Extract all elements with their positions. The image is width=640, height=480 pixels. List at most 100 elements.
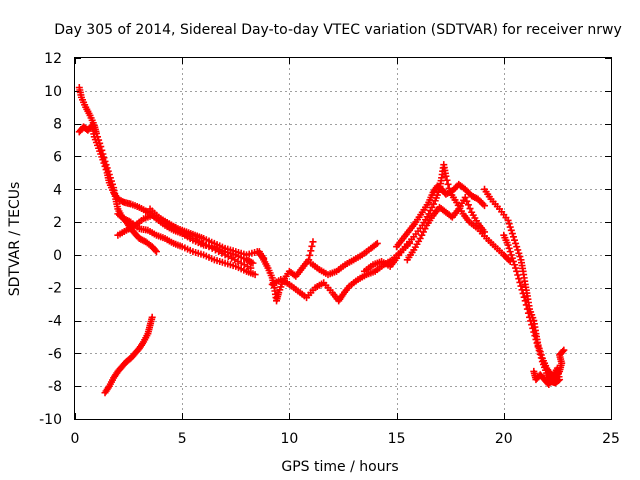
data-point <box>506 248 514 256</box>
data-point <box>512 264 520 272</box>
data-points <box>75 84 568 397</box>
data-point <box>151 246 159 254</box>
data-point <box>463 197 471 205</box>
data-point <box>560 346 568 354</box>
data-point <box>524 309 532 317</box>
series-satellite-track-5 <box>146 205 255 272</box>
data-point <box>514 271 522 279</box>
data-point <box>522 301 530 309</box>
data-point <box>373 239 381 247</box>
series-satellite-track-3 <box>114 210 259 279</box>
data-point <box>528 321 536 329</box>
data-point <box>512 239 520 247</box>
data-point <box>513 267 521 275</box>
data-point <box>516 253 524 261</box>
data-point <box>520 293 528 301</box>
data-point <box>504 216 512 224</box>
x-tick-label: 5 <box>178 431 187 447</box>
data-point <box>442 172 450 180</box>
data-point <box>514 246 522 254</box>
y-tick-label: -4 <box>48 314 62 330</box>
y-tick-label: 8 <box>53 117 62 133</box>
data-point <box>515 275 523 283</box>
series-satellite-track-14 <box>500 231 564 389</box>
data-point <box>513 243 521 251</box>
data-point <box>530 367 538 375</box>
data-point <box>519 289 527 297</box>
x-tick-label: 10 <box>280 431 298 447</box>
data-point <box>517 282 525 290</box>
data-point <box>309 238 317 246</box>
data-point <box>508 230 516 238</box>
data-point <box>516 278 524 286</box>
data-point <box>481 228 489 236</box>
data-point <box>534 343 542 351</box>
data-point <box>152 248 160 256</box>
data-point <box>251 271 259 279</box>
data-point <box>443 176 451 184</box>
data-point <box>533 339 541 347</box>
data-point <box>100 159 108 167</box>
data-point <box>526 313 534 321</box>
x-tick-label: 15 <box>388 431 406 447</box>
data-point <box>527 317 535 325</box>
data-point <box>511 261 519 269</box>
data-point <box>481 202 489 210</box>
data-point <box>508 254 516 262</box>
x-tick-label: 25 <box>602 431 620 447</box>
y-tick-label: 10 <box>44 84 62 100</box>
y-axis-label: SDTVAR / TECUs <box>7 182 23 297</box>
y-tick-label: 6 <box>53 149 62 165</box>
data-point <box>444 180 452 188</box>
data-point <box>507 226 515 234</box>
series-satellite-track-10 <box>360 161 514 275</box>
data-point <box>247 264 255 272</box>
data-point <box>102 166 110 174</box>
series-satellite-track-12 <box>403 193 489 264</box>
data-point <box>505 244 513 252</box>
data-point <box>521 297 529 305</box>
data-point <box>99 156 107 164</box>
y-tick-label: -8 <box>48 379 62 395</box>
series-satellite-track-6 <box>101 313 156 397</box>
data-point <box>515 249 523 257</box>
data-point <box>529 324 537 332</box>
data-point <box>507 251 515 259</box>
data-point <box>509 257 517 265</box>
series-satellite-track-9 <box>307 239 381 279</box>
data-point <box>511 236 519 244</box>
data-point <box>504 241 512 249</box>
data-point <box>531 332 539 340</box>
data-point <box>506 223 514 231</box>
y-tick-label: -2 <box>48 281 62 297</box>
data-point <box>537 354 545 362</box>
y-tick-label: 0 <box>53 248 62 264</box>
chart-title: Day 305 of 2014, Sidereal Day-to-day VTE… <box>54 22 622 38</box>
x-axis-label: GPS time / hours <box>281 459 398 475</box>
data-point <box>535 346 543 354</box>
y-tick-label: -10 <box>39 412 62 428</box>
data-point <box>249 259 257 267</box>
y-tick-label: 4 <box>53 182 62 198</box>
x-tick-label: 0 <box>71 431 80 447</box>
data-point <box>505 220 513 228</box>
data-point <box>530 328 538 336</box>
data-point <box>559 347 567 355</box>
data-point <box>466 205 474 213</box>
data-point <box>101 162 109 170</box>
x-tick-label: 20 <box>495 431 513 447</box>
data-point <box>532 335 540 343</box>
data-point <box>523 305 531 313</box>
data-point <box>306 251 314 259</box>
data-point <box>148 313 156 321</box>
y-tick-label: -6 <box>48 346 62 362</box>
y-tick-label: 2 <box>53 215 62 231</box>
data-point <box>307 247 315 255</box>
data-point <box>536 350 544 358</box>
data-point <box>518 286 526 294</box>
series-satellite-track-11 <box>393 180 489 251</box>
y-tick-labels: -10 -8 -6 -4 -2 0 2 4 6 8 10 12 <box>39 51 62 428</box>
data-point <box>461 193 469 201</box>
